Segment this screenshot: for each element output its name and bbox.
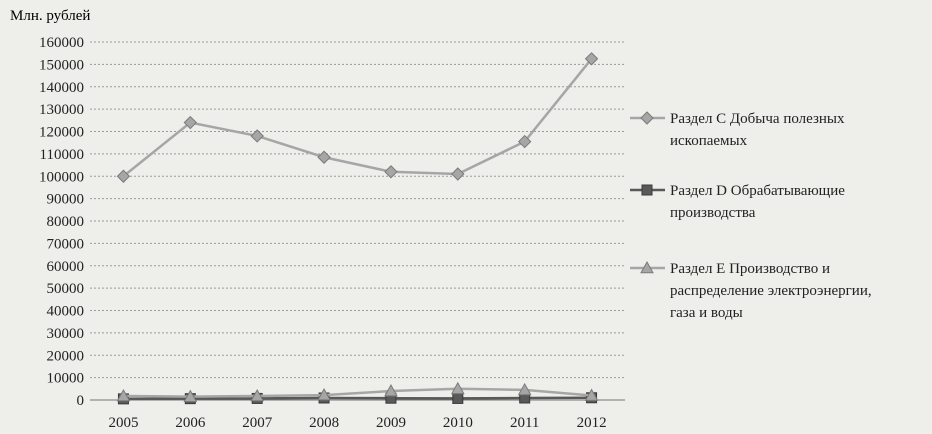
y-tick-label: 30000 — [47, 326, 85, 342]
y-tick-label: 0 — [77, 393, 85, 409]
data-point — [183, 115, 198, 130]
data-point — [452, 392, 464, 404]
legend-label: Раздел D Обрабатывающие — [670, 183, 845, 199]
y-tick-label: 60000 — [47, 259, 85, 275]
legend-item-2: Раздел D Обрабатывающие производства — [630, 183, 845, 221]
data-point — [451, 167, 465, 181]
legend-label: Раздел Е Производство и — [670, 261, 830, 277]
series-line — [123, 387, 592, 398]
legend-marker — [640, 260, 654, 274]
y-tick-label: 100000 — [39, 169, 84, 185]
data-point — [384, 384, 398, 397]
y-tick-label: 140000 — [39, 80, 84, 96]
legend-item-3: Раздел Е Производство и распределение эле… — [630, 260, 872, 321]
data-point — [250, 129, 264, 143]
y-tick-label: 20000 — [47, 348, 85, 364]
x-tick-label: 2008 — [309, 415, 339, 431]
legend-label: ископаемых — [670, 133, 748, 149]
data-point — [317, 388, 331, 401]
x-tick-label: 2012 — [577, 415, 607, 431]
y-tick-label: 70000 — [47, 236, 85, 252]
legend-label: производства — [670, 205, 756, 221]
gridlines — [90, 41, 625, 401]
y-tick-label: 120000 — [39, 125, 84, 141]
y-tick-label: 130000 — [39, 102, 84, 118]
data-point — [584, 388, 599, 401]
legend-label: газа и воды — [670, 305, 743, 321]
legend-label: распределение электроэнергии, — [670, 283, 872, 299]
data-point — [250, 388, 265, 402]
y-tick-label: 90000 — [47, 192, 85, 208]
legend-item-1: Раздел С Добыча полезных ископаемых — [630, 111, 845, 149]
x-tick-label: 2007 — [242, 415, 273, 431]
data-point — [183, 389, 198, 402]
legend-marker — [641, 184, 653, 196]
data-point — [450, 381, 465, 395]
y-tick-label: 50000 — [47, 281, 85, 297]
x-tick-label: 2006 — [175, 415, 206, 431]
series-line — [122, 57, 593, 178]
y-axis-label: Млн. рублей — [10, 8, 90, 24]
series-group — [116, 52, 599, 405]
x-tick-label: 2010 — [443, 415, 473, 431]
legend-label: Раздел С Добыча полезных — [670, 111, 845, 127]
x-tick-label: 2011 — [510, 415, 539, 431]
y-tick-label: 40000 — [47, 304, 85, 320]
y-tick-label: 80000 — [47, 214, 85, 230]
y-axis-ticks: 0 10000 20000 30000 40000 50000 60000 70000 8000… — [39, 35, 84, 409]
data-point — [116, 388, 131, 402]
data-point — [584, 52, 599, 66]
series-line — [123, 396, 592, 401]
series-3 — [116, 381, 599, 402]
y-tick-label: 150000 — [39, 57, 84, 73]
series-1 — [116, 52, 599, 183]
y-tick-label: 160000 — [39, 35, 84, 51]
legend: Раздел С Добыча полезныхископаемыхРаздел… — [630, 111, 872, 321]
data-point — [317, 150, 331, 164]
x-tick-label: 2009 — [376, 415, 406, 431]
legend-marker — [640, 111, 654, 125]
data-point — [517, 134, 532, 149]
data-point — [384, 165, 398, 179]
data-point — [116, 169, 131, 183]
data-point — [517, 382, 532, 396]
x-axis-ticks: 2005 2006 2007 2008 2009 2010 2011 2012 — [90, 399, 625, 431]
x-tick-label: 2005 — [108, 415, 138, 431]
y-tick-label: 10000 — [47, 371, 85, 387]
y-tick-label: 110000 — [40, 147, 84, 163]
